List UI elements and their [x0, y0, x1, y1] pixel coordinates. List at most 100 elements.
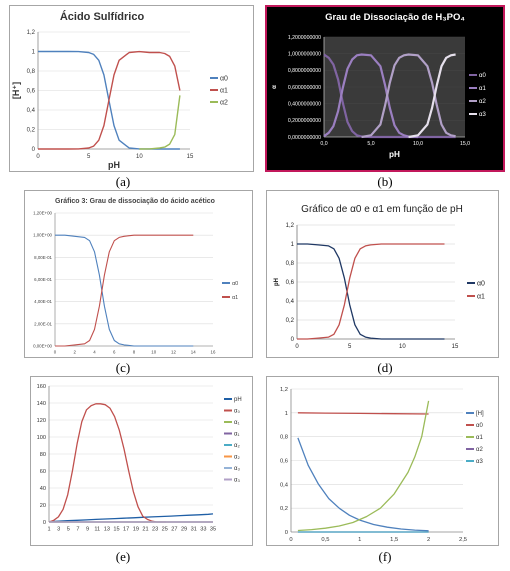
chart-panel-d: Gráfico de α0 e α1 em função de pH 0 0,2 0,…	[266, 190, 499, 358]
caption-d: (d)	[377, 360, 393, 375]
d-x-tick-label: 0	[295, 344, 299, 350]
b-x-axis-label: pH	[389, 150, 400, 159]
chart-panel-b: Grau de Dissociação de H₃PO₄ 0,0000000000…	[265, 5, 505, 172]
a-chart-title: Ácido Sulfídrico	[60, 10, 145, 23]
b-y-axis-label: α	[272, 85, 278, 89]
e-x-tick-label: 1	[47, 527, 50, 533]
e-x-tick-label: 7	[76, 527, 79, 533]
b-legend-label-3: α3	[479, 112, 486, 118]
c-legend-label-1: α1	[232, 295, 238, 301]
d-chart-title: Gráfico de α0 e α1 em função de pH	[301, 204, 463, 215]
d-y-tick-label: 0,4	[286, 299, 295, 305]
e-y-tick-label: 100	[37, 435, 46, 441]
d-legend-label-0: α0	[477, 280, 485, 287]
e-x-tick-label: 3	[57, 527, 60, 533]
a-x-axis-label: pH	[108, 160, 120, 170]
b-chart-title: Grau de Dissociação de H₃PO₄	[325, 12, 465, 23]
e-y-tick-label: 160	[37, 384, 46, 390]
e-y-tick-label: 120	[37, 418, 46, 424]
c-x-tick-label: 4	[93, 349, 96, 354]
b-legend-label-1: α1	[479, 86, 486, 92]
d-y-axis-label: pH	[274, 278, 280, 286]
f-legend-label-1: α0	[476, 423, 483, 429]
e-y-tick-label: 0	[43, 520, 46, 526]
a-y-tick-label: 0,2	[27, 128, 36, 134]
e-x-tick-label: 5	[67, 527, 70, 533]
c-y-tick-label: 1,20E+00	[33, 211, 52, 216]
d-y-tick-label: 1,2	[286, 223, 295, 229]
b-x-tick-label: 5,0	[367, 141, 374, 147]
chart-b-svg: Grau de Dissociação de H₃PO₄ 0,0000000000…	[272, 12, 486, 159]
chart-panel-f: 0 0,2 0,4 0,6 0,8 1 1,2 0 0,5 1 1,5 2 2,5 [H] α0 α1 α2 α3	[266, 376, 499, 546]
caption-f: (f)	[378, 549, 392, 564]
b-y-tick-label: 1,2000000000	[288, 35, 321, 41]
c-x-tick-label: 14	[191, 349, 196, 354]
chart-panel-a: Ácido Sulfídrico 0 0,2 0,4 0,6 0,8 1 1,2 0 5 10 15 p…	[9, 5, 254, 172]
c-series-line-0	[55, 234, 194, 347]
chart-a-svg: Ácido Sulfídrico 0 0,2 0,4 0,6 0,8 1 1,2 0 5 10 15 p…	[11, 10, 228, 170]
e-x-tick-label: 11	[94, 527, 100, 533]
b-x-tick-label: 0,0	[320, 141, 327, 147]
d-series-line-0	[297, 243, 445, 340]
b-series-line-3	[408, 53, 456, 139]
a-x-tick-label: 5	[87, 154, 91, 160]
e-x-tick-label: 13	[104, 527, 110, 533]
e-legend-label-4: α₂	[234, 443, 240, 449]
d-legend-label-1: α1	[477, 293, 485, 300]
b-x-tick-label: 10,0	[413, 141, 423, 147]
a-y-tick-label: 1,2	[27, 30, 36, 36]
e-legend-label-2: α₁	[234, 420, 240, 426]
f-y-tick-label: 1,2	[280, 387, 288, 393]
b-y-tick-label: 0,2000000000	[288, 118, 321, 124]
chart-panel-e: 0 20 40 60 80 100 120 140 160 1 3 5 7 9 11 13 15 17 19 21 23…	[30, 376, 253, 546]
caption-c: (c)	[115, 360, 131, 375]
caption-e: (e)	[115, 549, 131, 564]
a-x-tick-label: 15	[187, 154, 194, 160]
f-series-line-1	[297, 412, 429, 415]
e-x-tick-label: 25	[162, 527, 168, 533]
a-legend-label-1: α1	[220, 87, 228, 94]
e-y-tick-label: 140	[37, 401, 46, 407]
e-x-tick-label: 33	[200, 527, 206, 533]
c-x-tick-label: 12	[171, 349, 176, 354]
c-legend-label-0: α0	[232, 281, 238, 287]
f-x-tick-label: 2,5	[459, 537, 467, 543]
f-x-tick-label: 2	[427, 537, 430, 543]
f-y-tick-label: 1	[285, 411, 288, 417]
a-legend-label-2: α2	[220, 99, 228, 106]
c-x-tick-label: 0	[54, 349, 57, 354]
a-legend-label-0: α0	[220, 75, 228, 82]
d-y-tick-label: 1	[291, 242, 295, 248]
e-x-tick-label: 31	[191, 527, 197, 533]
caption-b: (b)	[377, 174, 393, 189]
e-legend-label-1: α₀	[234, 409, 240, 415]
e-x-tick-label: 17	[123, 527, 129, 533]
b-legend-label-0: α0	[479, 73, 486, 79]
f-x-tick-label: 1	[358, 537, 361, 543]
e-legend-label-6: α₃	[234, 466, 240, 472]
caption-a: (a)	[115, 174, 131, 189]
f-legend-label-2: α1	[476, 435, 483, 441]
f-x-tick-label: 0	[289, 537, 292, 543]
d-y-tick-label: 0,8	[286, 261, 295, 267]
e-x-tick-label: 9	[86, 527, 89, 533]
c-y-tick-label: 0,00E+00	[33, 344, 52, 349]
b-y-tick-label: 0,0000000000	[288, 135, 321, 141]
f-series-line-0	[297, 437, 429, 532]
f-y-tick-label: 0,8	[280, 435, 288, 441]
e-x-tick-label: 29	[181, 527, 187, 533]
c-y-tick-label: 1,00E+00	[33, 233, 52, 238]
f-y-tick-label: 0,4	[280, 482, 289, 488]
d-x-tick-label: 15	[452, 344, 459, 350]
f-legend-label-4: α3	[476, 459, 483, 465]
e-legend-label-0: pH	[234, 397, 242, 403]
c-x-tick-label: 10	[151, 349, 156, 354]
a-y-tick-label: 0,4	[27, 108, 36, 114]
f-x-tick-label: 1,5	[390, 537, 398, 543]
a-y-tick-label: 0	[32, 147, 36, 153]
a-y-tick-label: 0,6	[27, 89, 36, 95]
e-legend-label-3: α₁	[234, 432, 240, 438]
e-y-tick-label: 40	[40, 486, 46, 492]
chart-f-svg: 0 0,2 0,4 0,6 0,8 1 1,2 0 0,5 1 1,5 2 2,5 [H] α0 α1 α2 α3	[280, 387, 484, 543]
